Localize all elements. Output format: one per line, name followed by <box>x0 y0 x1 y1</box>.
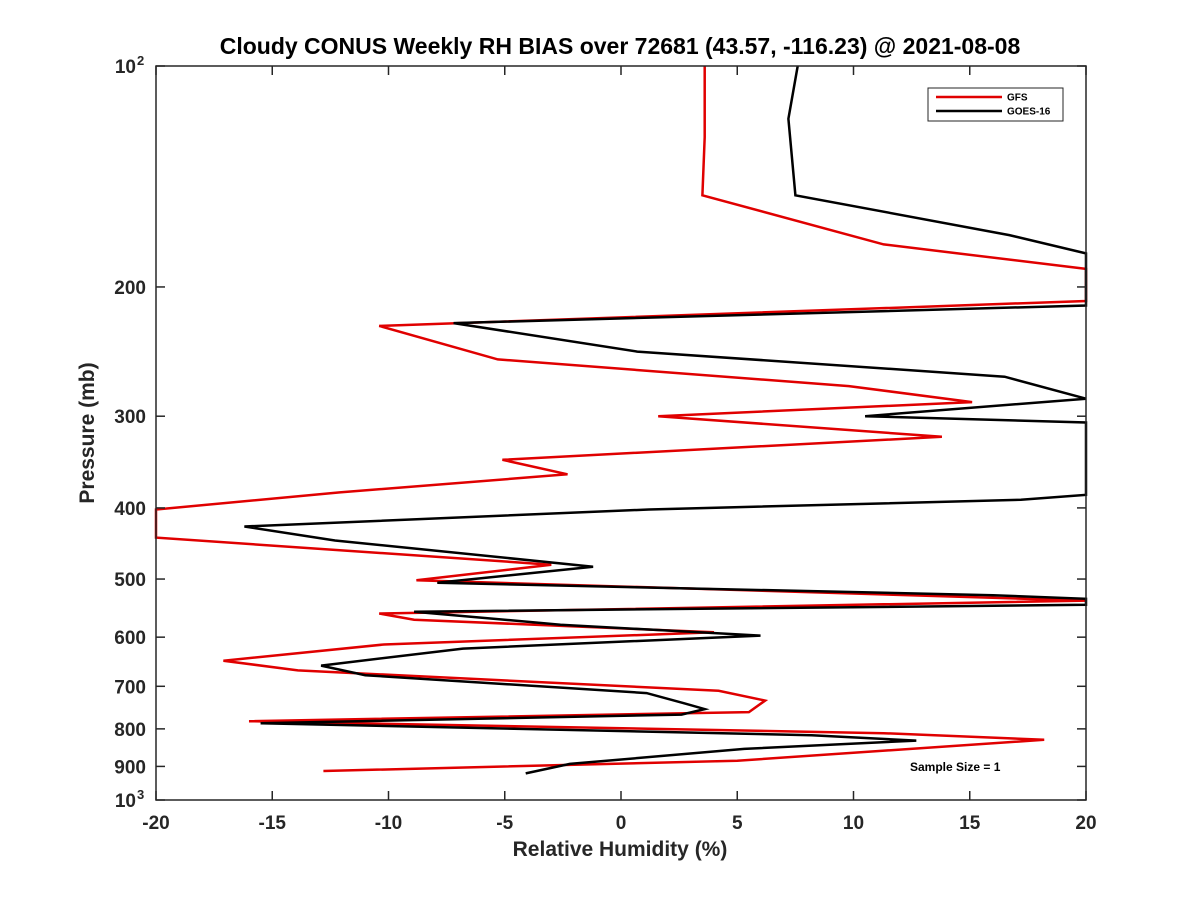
x-tick-label: 10 <box>843 813 864 834</box>
legend-box <box>927 87 1064 122</box>
chart-title: Cloudy CONUS Weekly RH BIAS over 72681 (… <box>220 33 1021 59</box>
x-tick-label: -5 <box>496 813 513 834</box>
x-tick-label: 20 <box>1075 813 1096 834</box>
y-tick-label: 600 <box>114 628 146 649</box>
x-tick-label: -10 <box>375 813 402 834</box>
y-tick-exponent: 3 <box>137 787 144 802</box>
series-layer <box>154 65 1088 775</box>
y-tick-label: 10 <box>115 57 136 78</box>
x-tick-label: 5 <box>732 813 743 834</box>
x-tick-label: -20 <box>142 813 169 834</box>
series-line-goes-16 <box>244 65 1088 775</box>
x-axis: -20 -15 -10 -5 0 5 10 15 20 <box>142 66 1097 834</box>
y-tick-label: 300 <box>114 407 146 428</box>
y-tick-label: 700 <box>114 677 146 698</box>
y-tick-label: 200 <box>114 278 146 299</box>
y-tick-exponent: 2 <box>137 53 144 68</box>
y-tick-label: 10 <box>115 791 136 812</box>
y-tick-label: 500 <box>114 570 146 591</box>
y-tick-label: 800 <box>114 720 146 741</box>
legend: GFS GOES-16 <box>927 87 1064 122</box>
plot-area <box>156 66 1086 800</box>
x-tick-label: -15 <box>259 813 287 834</box>
legend-label-gfs: GFS <box>1007 93 1028 104</box>
sample-size-annotation: Sample Size = 1 <box>910 760 1001 774</box>
x-tick-label: 0 <box>616 813 627 834</box>
y-axis-label: Pressure (mb) <box>76 362 99 503</box>
y-tick-label: 900 <box>114 757 146 778</box>
x-tick-label: 15 <box>959 813 981 834</box>
series-line-gfs <box>154 66 1088 773</box>
y-tick-label: 400 <box>114 499 146 520</box>
x-axis-label: Relative Humidity (%) <box>513 838 728 861</box>
legend-label-goes16: GOES-16 <box>1007 107 1051 118</box>
